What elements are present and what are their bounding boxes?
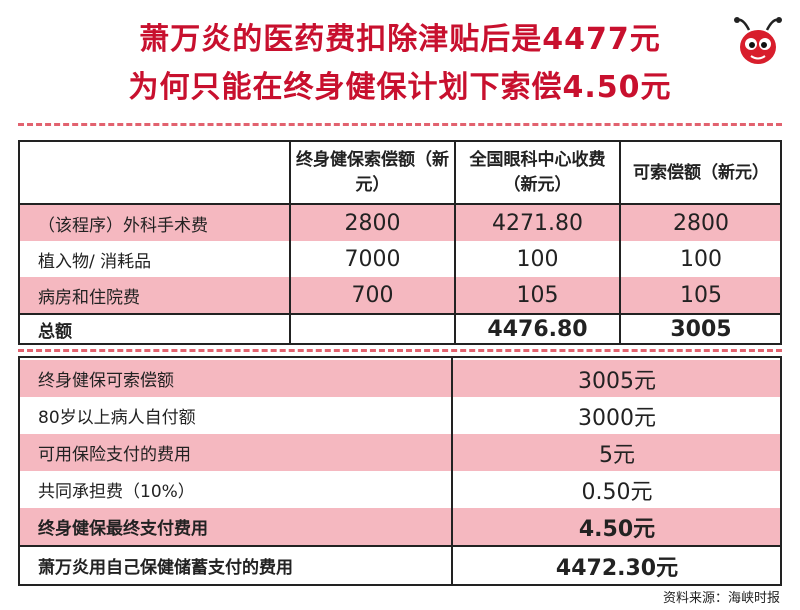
cell-claimable: 100 bbox=[680, 246, 722, 272]
summary-row: 80岁以上病人自付额 3000元 bbox=[20, 397, 780, 434]
total-row: 总额 4476.80 3005 bbox=[20, 315, 780, 343]
cell-medishield-limit: 7000 bbox=[344, 246, 401, 272]
summary-row-final-payout: 终身健保最终支付费用 4.50元 bbox=[20, 508, 780, 545]
column-divider bbox=[451, 358, 453, 584]
column-divider bbox=[454, 142, 456, 343]
header-empty bbox=[20, 142, 290, 204]
summary-label: 终身健保最终支付费用 bbox=[38, 519, 208, 539]
dashed-divider-middle bbox=[18, 349, 782, 352]
row-label: （该程序）外科手术费 bbox=[38, 215, 208, 236]
summary-value: 3000元 bbox=[578, 405, 656, 431]
summary-value: 4472.30元 bbox=[555, 555, 679, 581]
row-label: 病房和住院费 bbox=[38, 287, 140, 308]
summary-label: 80岁以上病人自付额 bbox=[38, 408, 196, 428]
column-divider bbox=[289, 142, 291, 343]
summary-row: 共同承担费（10%） 0.50元 bbox=[20, 471, 780, 508]
summary-label: 共同承担费（10%） bbox=[38, 482, 195, 502]
claim-breakdown-table: 终身健保索偿额（新元） 全国眼科中心收费（新元） 可索偿额（新元） （该程序）外… bbox=[18, 140, 782, 345]
total-nec-charges: 4476.80 bbox=[487, 316, 588, 342]
column-divider bbox=[619, 142, 621, 343]
summary-value: 4.50元 bbox=[578, 516, 656, 542]
cell-claimable: 105 bbox=[680, 282, 722, 308]
summary-label: 终身健保可索偿额 bbox=[38, 371, 174, 391]
header-claimable: 可索偿额（新元） bbox=[633, 162, 769, 183]
summary-value: 0.50元 bbox=[581, 479, 653, 505]
total-claimable: 3005 bbox=[670, 316, 732, 342]
cell-medishield-limit: 2800 bbox=[344, 210, 401, 236]
summary-row-medisave: 萧万炎用自己保健储蓄支付的费用 4472.30元 bbox=[20, 547, 780, 584]
summary-label: 可用保险支付的费用 bbox=[38, 445, 191, 465]
total-divider bbox=[20, 313, 780, 315]
summary-row: 终身健保可索偿额 3005元 bbox=[20, 360, 780, 397]
headline-line-2: 为何只能在终身健保计划下索偿4.50元 bbox=[128, 70, 672, 105]
total-medishield-limit bbox=[290, 315, 455, 343]
source-credit: 资料来源：海峡时报 bbox=[662, 591, 780, 606]
cell-nec-charge: 105 bbox=[516, 282, 559, 308]
headline-line-1: 萧万炎的医药费扣除津贴后是4477元 bbox=[139, 22, 661, 57]
table-row: （该程序）外科手术费 2800 4271.80 2800 bbox=[20, 205, 780, 241]
cell-medishield-limit: 700 bbox=[351, 282, 394, 308]
payment-summary-table: 终身健保可索偿额 3005元 80岁以上病人自付额 3000元 可用保险支付的费… bbox=[18, 356, 782, 586]
table-row: 植入物/ 消耗品 7000 100 100 bbox=[20, 241, 780, 277]
header-nec-charges: 全国眼科中心收费（新元） bbox=[469, 150, 606, 195]
header-divider bbox=[20, 203, 780, 205]
cell-nec-charge: 4271.80 bbox=[492, 210, 583, 236]
row-label: 植入物/ 消耗品 bbox=[38, 251, 152, 272]
summary-value: 5元 bbox=[599, 442, 635, 468]
summary-row: 可用保险支付的费用 5元 bbox=[20, 434, 780, 471]
cell-claimable: 2800 bbox=[673, 210, 729, 236]
cell-nec-charge: 100 bbox=[516, 246, 559, 272]
summary-value: 3005元 bbox=[578, 368, 656, 394]
table-row: 病房和住院费 700 105 105 bbox=[20, 277, 780, 313]
red-ant-mascot-icon bbox=[734, 17, 782, 64]
summary-label: 萧万炎用自己保健储蓄支付的费用 bbox=[38, 558, 293, 578]
dashed-divider-top bbox=[18, 123, 782, 126]
summary-divider bbox=[20, 545, 780, 547]
total-label: 总额 bbox=[38, 321, 72, 342]
header-medishield-limit: 终身健保索偿额（新元） bbox=[296, 150, 449, 195]
table-header-row: 终身健保索偿额（新元） 全国眼科中心收费（新元） 可索偿额（新元） bbox=[20, 142, 780, 204]
